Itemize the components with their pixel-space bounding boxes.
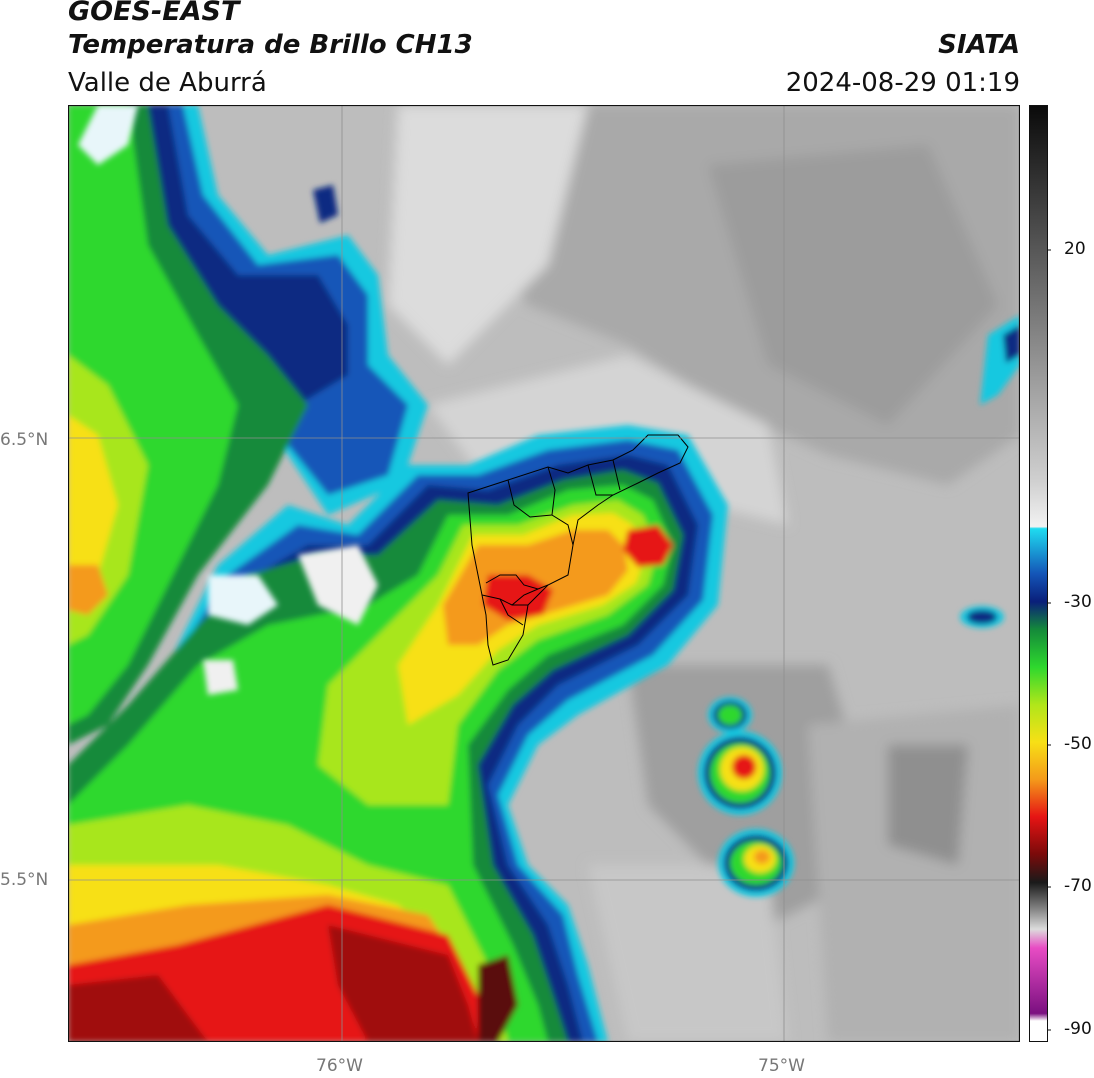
colorbar-tick-neg70: -70 [1064,876,1092,896]
colorbar-tick-neg90: -90 [1064,1019,1092,1039]
colorbar-tick-neg50: -50 [1064,734,1092,754]
timestamp-label: 2024-08-29 01:19 [785,68,1020,98]
warm-holes [78,105,378,695]
satellite-title: GOES-EAST [68,0,240,27]
municipality-boundaries [467,434,689,666]
product-title: Temperatura de Brillo CH13 [68,30,473,60]
region-subtitle: Valle de Aburrá [68,68,267,98]
satellite-map[interactable] [68,105,1020,1042]
temperature-colorbar [1029,105,1051,1042]
clear-sky-texture [388,105,1020,1042]
lon-label-75w: 75°W [758,1056,805,1076]
graticule [68,105,1020,1042]
organization-label: SIATA [938,30,1020,60]
lat-label-6-5n: 6.5°N [0,430,49,450]
colorbar-tick-neg30: -30 [1064,592,1092,612]
cloud-tops [68,105,728,1042]
map-frame [68,105,1020,1042]
lat-label-5-5n: 5.5°N [0,870,49,890]
lon-label-76w: 76°W [316,1056,363,1076]
colorbar-tick-20: 20 [1064,239,1086,259]
